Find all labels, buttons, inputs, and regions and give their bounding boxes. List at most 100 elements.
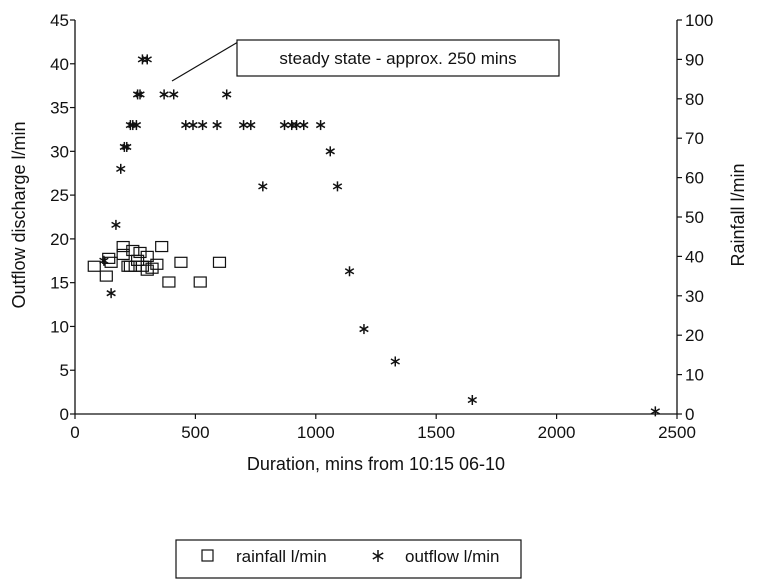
y2-tick-label: 50	[685, 208, 704, 227]
outflow-point	[325, 146, 335, 157]
rainfall-point	[155, 240, 169, 253]
legend: rainfall l/min outflow l/min	[175, 539, 522, 579]
y-tick-label: 30	[50, 142, 69, 161]
asterisk-stroke	[99, 257, 109, 264]
y2-tick-label: 0	[685, 405, 694, 424]
outflow-point	[106, 288, 116, 299]
rainfall-point	[140, 264, 154, 276]
plot-frame	[74, 20, 678, 415]
outflow-point	[390, 356, 400, 367]
outflow-point	[137, 54, 148, 65]
legend-label-rainfall: rainfall l/min	[236, 547, 327, 566]
asterisk-stroke	[258, 183, 268, 190]
left-y-axis-ticks: 0 5 10 15 20 25 30 35 40 45	[50, 11, 75, 424]
y2-tick-label: 60	[685, 169, 704, 188]
x-axis-label: Duration, mins from 10:15 06-10	[247, 454, 505, 474]
outflow-point	[99, 255, 109, 266]
outflow-point	[169, 89, 179, 100]
asterisk-stroke	[159, 91, 169, 98]
legend-square-marker	[201, 549, 214, 562]
y-tick-label: 5	[60, 361, 69, 380]
y2-tick-label: 90	[685, 50, 704, 69]
asterisk-stroke	[111, 221, 121, 229]
asterisk-stroke	[197, 121, 208, 129]
outflow-point	[131, 120, 142, 131]
rainfall-point	[102, 252, 116, 264]
y-tick-label: 15	[50, 274, 69, 293]
y-tick-label: 10	[50, 317, 69, 336]
outflow-point	[238, 120, 249, 131]
x-tick-label: 0	[70, 423, 79, 442]
outflow-point	[142, 54, 152, 65]
asterisk-stroke	[246, 121, 256, 129]
left-y-axis-label: Outflow discharge l/min	[9, 121, 29, 308]
outflow-point	[258, 181, 268, 192]
rainfall-point	[174, 256, 188, 268]
y-tick-label: 0	[60, 405, 69, 424]
outflow-point	[467, 394, 478, 405]
outflow-point	[291, 120, 302, 131]
legend-asterisk-marker	[372, 550, 384, 562]
asterisk-stroke	[650, 408, 661, 415]
asterisk-stroke	[332, 183, 343, 190]
outflow-point	[197, 120, 208, 131]
asterisk-stroke	[390, 358, 400, 365]
y2-tick-label: 40	[685, 247, 704, 266]
rainfall-point	[116, 240, 130, 253]
asterisk-stroke	[135, 91, 145, 98]
y-tick-label: 20	[50, 230, 69, 249]
rainfall-point	[123, 260, 137, 272]
rainfall-point	[116, 248, 130, 261]
rainfall-point	[128, 260, 142, 272]
y2-tick-label: 70	[685, 129, 704, 148]
outflow-point	[181, 120, 191, 131]
y-tick-label: 25	[50, 186, 69, 205]
outflow-point	[287, 120, 297, 131]
x-tick-label: 2000	[538, 423, 576, 442]
asterisk-stroke	[142, 56, 152, 63]
asterisk-stroke	[325, 148, 335, 155]
x-tick-label: 2500	[658, 423, 696, 442]
legend-asterisk	[372, 550, 384, 562]
outflow-point	[315, 120, 326, 131]
annotation-text: steady state - approx. 250 mins	[279, 49, 516, 68]
x-tick-label: 500	[181, 423, 209, 442]
asterisk-stroke	[116, 165, 126, 172]
outflow-point	[135, 89, 145, 100]
rainfall-point	[212, 256, 227, 268]
x-tick-label: 1000	[297, 423, 335, 442]
outflow-point	[221, 89, 232, 100]
outflow-point	[116, 163, 126, 174]
y-tick-label: 40	[50, 55, 69, 74]
outflow-point	[299, 120, 309, 131]
x-axis-ticks: 0 500 1000 1500 2000 2500	[70, 414, 696, 442]
y2-tick-label: 80	[685, 90, 704, 109]
annotation-leader-line	[171, 41, 239, 82]
asterisk-stroke	[169, 91, 179, 98]
outflow-point	[159, 89, 169, 100]
right-y-axis-label: Rainfall l/min	[728, 163, 748, 266]
outflow-point	[122, 141, 132, 152]
outflow-point	[359, 324, 369, 335]
outflow-point	[212, 120, 222, 131]
y-tick-label: 35	[50, 99, 69, 118]
asterisk-stroke	[359, 325, 369, 333]
outflow-point	[650, 406, 661, 417]
outflow-point	[246, 120, 256, 131]
asterisk-stroke	[315, 121, 326, 129]
data-points	[87, 54, 661, 417]
asterisk-stroke	[188, 121, 198, 129]
rainfall-point	[131, 254, 145, 266]
y-tick-label: 45	[50, 11, 69, 30]
outflow-point	[188, 120, 198, 131]
asterisk-stroke	[221, 91, 232, 98]
y2-tick-label: 30	[685, 287, 704, 306]
rainfall-point	[150, 258, 164, 270]
asterisk-stroke	[122, 143, 132, 151]
annotation-box	[236, 39, 560, 77]
y2-tick-label: 20	[685, 326, 704, 345]
asterisk-stroke	[344, 268, 355, 275]
asterisk-stroke	[131, 121, 142, 129]
rainfall-point	[193, 276, 207, 288]
